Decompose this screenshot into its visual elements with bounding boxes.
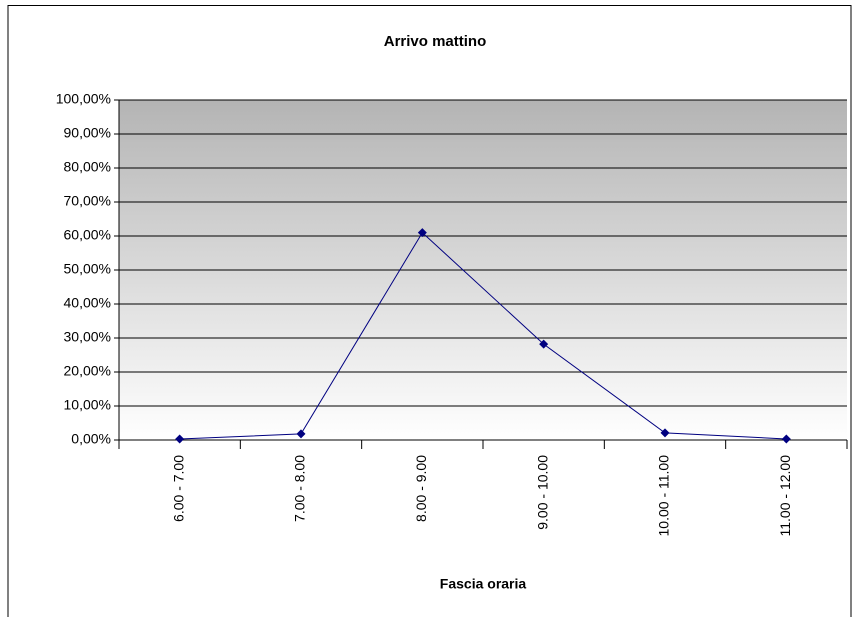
marker	[781, 434, 791, 444]
chart-title: Arrivo mattino	[384, 33, 487, 50]
marker	[660, 428, 670, 438]
x-tick-label: 9.00 - 10.00	[534, 455, 550, 530]
y-tick-label: 40,00%	[64, 295, 111, 311]
x-tick-label: 6.00 - 7.00	[170, 455, 186, 522]
y-tick-label: 30,00%	[64, 329, 111, 345]
y-tick-label: 0,00%	[71, 431, 111, 447]
x-tick-label: 8.00 - 9.00	[413, 455, 429, 522]
y-tick-label: 60,00%	[64, 227, 111, 243]
y-tick-label: 80,00%	[64, 159, 111, 175]
marker	[296, 429, 306, 439]
y-tick-label: 100,00%	[56, 91, 111, 107]
x-axis-title: Fascia oraria	[440, 576, 527, 592]
y-tick-label: 70,00%	[64, 193, 111, 209]
x-tick-label: 11.00 - 12.00	[777, 455, 793, 537]
y-tick-label: 90,00%	[64, 125, 111, 141]
marker	[539, 339, 549, 349]
y-tick-label: 20,00%	[64, 363, 111, 379]
marker	[417, 228, 427, 238]
y-tick-label: 50,00%	[64, 261, 111, 277]
series-line	[179, 231, 787, 440]
chart-border	[7, 5, 852, 617]
y-tick-label: 10,00%	[64, 397, 111, 413]
x-tick-label: 7.00 - 8.00	[292, 455, 308, 522]
x-tick-label: 10.00 - 11.00	[656, 455, 672, 537]
marker	[175, 434, 185, 444]
